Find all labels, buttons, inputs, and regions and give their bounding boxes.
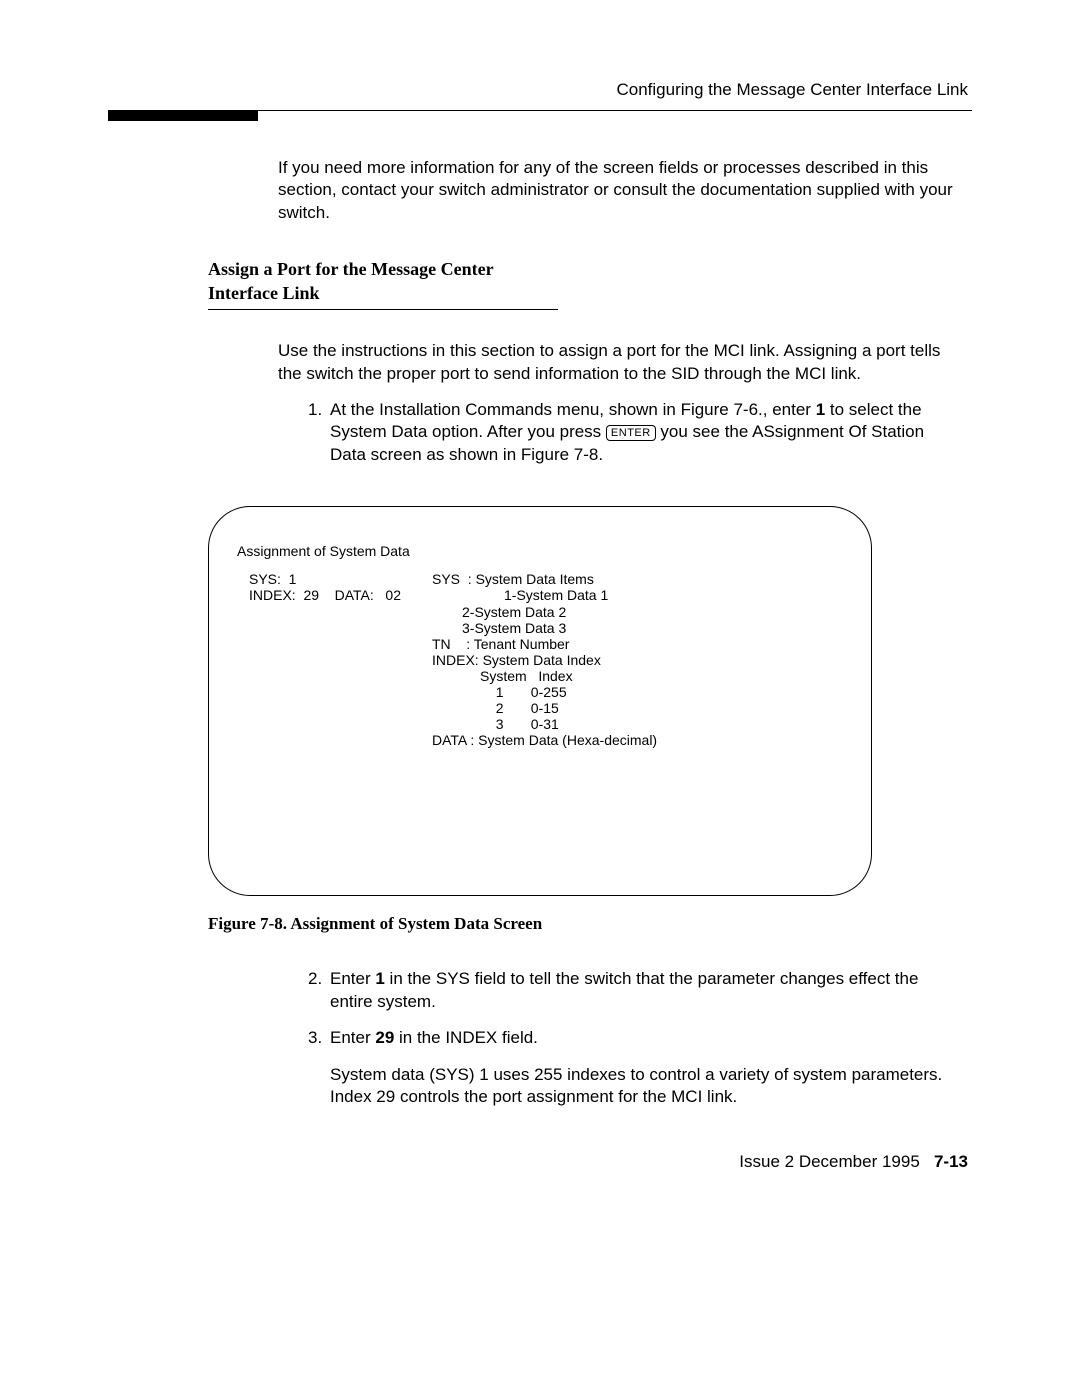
screen-line: 3 0-31 <box>432 716 843 732</box>
note-paragraph: System data (SYS) 1 uses 255 indexes to … <box>330 1064 958 1109</box>
heading-line-1: Assign a Port for the Message Center <box>208 259 494 279</box>
screen-title: Assignment of System Data <box>237 543 843 559</box>
list-content: Enter 1 in the SYS field to tell the swi… <box>330 968 958 1013</box>
screen-line: 1-System Data 1 <box>432 587 843 603</box>
bold-text: 1 <box>375 969 384 988</box>
list-content: Enter 29 in the INDEX field. <box>330 1027 958 1049</box>
screen-right-col: SYS : System Data Items 1-System Data 1 … <box>432 571 843 748</box>
screen-line: 1 0-255 <box>432 684 843 700</box>
list-item: 3. Enter 29 in the INDEX field. <box>308 1027 958 1049</box>
rule-thick <box>108 111 258 121</box>
screen-line: INDEX: System Data Index <box>432 652 843 668</box>
text: At the Installation Commands menu, shown… <box>330 400 816 419</box>
bold-text: 29 <box>375 1028 394 1047</box>
terminal-screen: Assignment of System Data SYS: 1 INDEX: … <box>208 506 872 896</box>
list-item: 1. At the Installation Commands menu, sh… <box>308 399 958 466</box>
list-content: At the Installation Commands menu, shown… <box>330 399 958 466</box>
screen-line: TN : Tenant Number <box>432 636 843 652</box>
screen-line: 2-System Data 2 <box>432 604 843 620</box>
page-content: Configuring the Message Center Interface… <box>108 80 972 1122</box>
issue-date: Issue 2 December 1995 <box>739 1152 920 1171</box>
screen-line: 3-System Data 3 <box>432 620 843 636</box>
page-footer: Issue 2 December 1995 7-13 <box>108 1152 972 1172</box>
section-heading: Assign a Port for the Message Center Int… <box>208 258 558 310</box>
list-item: 2. Enter 1 in the SYS field to tell the … <box>308 968 958 1013</box>
heading-line-2: Interface Link <box>208 283 320 303</box>
screen-line: INDEX: 29 DATA: 02 <box>249 587 432 603</box>
text: in the INDEX field. <box>394 1028 538 1047</box>
bold-text: 1 <box>816 400 825 419</box>
screen-line: DATA : System Data (Hexa-decimal) <box>432 732 843 748</box>
list-marker: 3. <box>308 1027 330 1049</box>
text: Enter <box>330 969 375 988</box>
screen-line: SYS : System Data Items <box>432 571 843 587</box>
running-head: Configuring the Message Center Interface… <box>108 80 972 100</box>
text: in the SYS field to tell the switch that… <box>330 969 918 1010</box>
section-heading-wrap: Assign a Port for the Message Center Int… <box>208 258 558 310</box>
screen-line: 2 0-15 <box>432 700 843 716</box>
list-marker: 1. <box>308 399 330 466</box>
figure-caption: Figure 7-8. Assignment of System Data Sc… <box>208 914 972 934</box>
after-figure-block: 2. Enter 1 in the SYS field to tell the … <box>308 968 958 1108</box>
body-column: If you need more information for any of … <box>278 157 958 224</box>
page-number: 7-13 <box>934 1152 968 1171</box>
use-paragraph: Use the instructions in this section to … <box>278 340 958 385</box>
list-marker: 2. <box>308 968 330 1013</box>
ordered-list: 1. At the Installation Commands menu, sh… <box>308 399 958 466</box>
screen-grid: SYS: 1 INDEX: 29 DATA: 02 SYS : System D… <box>237 571 843 748</box>
intro-paragraph: If you need more information for any of … <box>278 157 958 224</box>
screen-left-col: SYS: 1 INDEX: 29 DATA: 02 <box>237 571 432 748</box>
screen-line: System Index <box>432 668 843 684</box>
screen-line: SYS: 1 <box>249 571 432 587</box>
text: Enter <box>330 1028 375 1047</box>
enter-keycap: ENTER <box>606 425 656 441</box>
body-column-2: Use the instructions in this section to … <box>278 340 958 466</box>
